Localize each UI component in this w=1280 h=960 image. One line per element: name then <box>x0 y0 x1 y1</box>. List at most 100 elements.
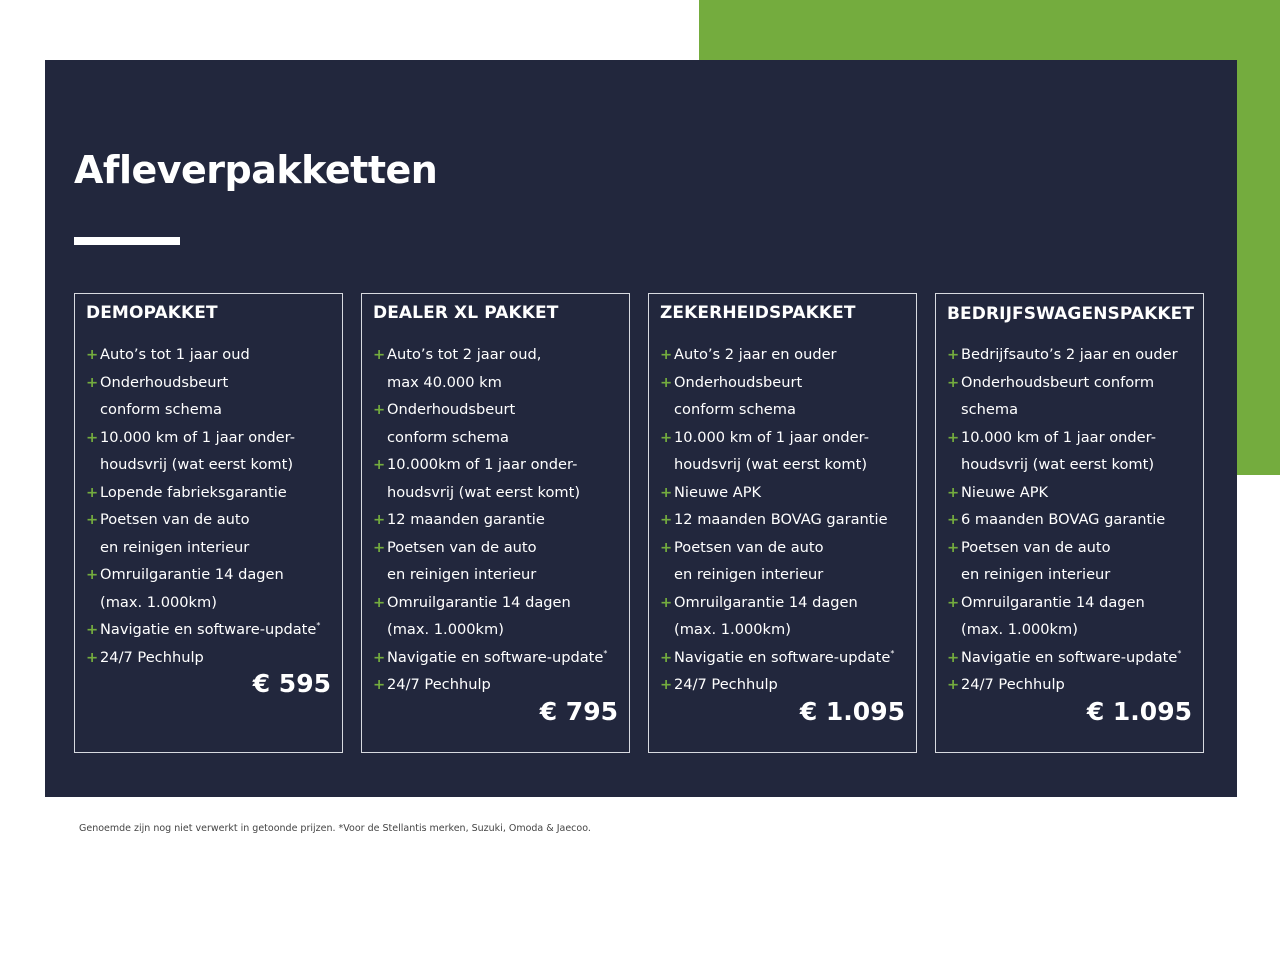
package-name: ZEKERHEIDSPAKKET <box>660 303 856 323</box>
feature-item: +24/7 Pechhulp <box>947 671 1197 699</box>
plus-icon: + <box>86 373 99 391</box>
plus-icon: + <box>947 511 960 528</box>
package-card: BEDRIJFSWAGENSPAKKET + Bedrijfsauto’s 2 ja… <box>935 293 1204 753</box>
feature-item: +24/7 Pechhulp <box>373 671 623 699</box>
plus-icon: + <box>947 593 960 611</box>
plus-icon: + <box>373 648 386 666</box>
feature-text: Poetsen van de auto en reinigen interieu… <box>674 538 824 584</box>
feature-item: + Poetsen van de auto en reinigen interie… <box>660 534 910 589</box>
feature-text: Navigatie en software-update <box>961 648 1178 666</box>
footnote: Genoemde zijn nog niet verwerkt in getoo… <box>79 823 591 834</box>
feature-item: +12 maanden garantie <box>373 506 623 534</box>
feature-text: Omruilgarantie 14 dagen (max. 1.000km) <box>100 566 284 611</box>
feature-item: +10.000 km of 1 jaar onder- houdsvrij (w… <box>660 424 910 479</box>
feature-text: Poetsen van de auto en reinigen interieu… <box>100 511 250 556</box>
feature-item: + Onderhoudsbeurt conform schema <box>86 369 336 424</box>
package-card: DEMOPAKKET + Auto’s tot 1 jaar oud + Onderho… <box>74 293 343 753</box>
plus-icon: + <box>86 621 99 638</box>
feature-item: + Onderhoudsbeurt conform schema <box>947 369 1197 424</box>
feature-item: + Omruilgarantie 14 dagen (max. 1.000km) <box>947 589 1197 644</box>
page-title: Afleverpakketten <box>74 148 438 192</box>
plus-icon: + <box>660 428 673 446</box>
feature-text: Omruilgarantie 14 dagen (max. 1.000km) <box>674 593 858 639</box>
package-price: € 1.095 <box>799 697 905 726</box>
feature-text: Navigatie en software-update <box>387 648 604 666</box>
feature-item: +10.000 km of 1 jaar onder- houdsvrij (w… <box>947 424 1197 479</box>
plus-icon: + <box>86 483 99 501</box>
plus-icon: + <box>660 648 673 666</box>
feature-item: + Omruilgarantie 14 dagen (max. 1.000km) <box>86 561 336 616</box>
feature-text: Onderhoudsbeurt conform schema <box>674 373 803 419</box>
feature-text: 24/7 Pechhulp <box>100 648 204 666</box>
feature-text: 12 maanden BOVAG garantie <box>674 511 888 528</box>
feature-text: Auto’s tot 1 jaar oud <box>100 346 250 363</box>
footnote-marker: * <box>603 648 608 658</box>
plus-icon: + <box>373 593 386 611</box>
feature-text: Onderhoudsbeurt conform schema <box>961 373 1155 419</box>
feature-item: + Auto’s tot 1 jaar oud <box>86 341 336 369</box>
feature-text: Poetsen van de auto en reinigen interieu… <box>387 538 537 584</box>
plus-icon: + <box>947 483 960 501</box>
feature-item: + Poetsen van de auto en reinigen interie… <box>947 534 1197 589</box>
feature-text: Poetsen van de auto en reinigen interieu… <box>961 538 1111 584</box>
feature-item: + Omruilgarantie 14 dagen (max. 1.000km) <box>660 589 910 644</box>
plus-icon: + <box>947 428 960 446</box>
feature-text: Nieuwe APK <box>674 483 762 501</box>
plus-icon: + <box>660 676 673 693</box>
feature-text: Onderhoudsbeurt conform schema <box>387 401 516 446</box>
feature-item: +10.000km of 1 jaar onder- houdsvrij (wa… <box>373 451 623 506</box>
feature-item: + Lopende fabrieksgarantie <box>86 479 336 507</box>
plus-icon: + <box>947 538 960 556</box>
feature-text: Navigatie en software-update <box>100 621 317 638</box>
package-card: ZEKERHEIDSPAKKET + Auto’s 2 jaar en ouder +… <box>648 293 917 753</box>
feature-item: + Poetsen van de auto en reinigen interie… <box>373 534 623 589</box>
feature-text: 10.000 km of 1 jaar onder- houdsvrij (wa… <box>961 428 1156 474</box>
plus-icon: + <box>660 373 673 391</box>
plus-icon: + <box>947 373 960 391</box>
feature-text: Bedrijfsauto’s 2 jaar en ouder <box>961 346 1178 363</box>
feature-item: + Navigatie en software-update* <box>86 616 336 644</box>
plus-icon: + <box>660 593 673 611</box>
feature-item: +12 maanden BOVAG garantie <box>660 506 910 534</box>
package-price: € 1.095 <box>1086 697 1192 726</box>
package-price: € 795 <box>539 697 618 726</box>
feature-text: 12 maanden garantie <box>387 511 545 528</box>
feature-list: + Auto’s tot 1 jaar oud + Onderhoudsbeurt c… <box>86 341 336 671</box>
plus-icon: + <box>660 538 673 556</box>
feature-text: Auto’s 2 jaar en ouder <box>674 346 837 363</box>
feature-item: + Auto’s tot 2 jaar oud, max 40.000 km <box>373 341 623 396</box>
feature-text: 6 maanden BOVAG garantie <box>961 511 1166 528</box>
plus-icon: + <box>373 676 386 693</box>
footnote-marker: * <box>1177 648 1182 658</box>
footnote-marker: * <box>316 621 321 630</box>
plus-icon: + <box>86 648 99 666</box>
feature-text: Omruilgarantie 14 dagen (max. 1.000km) <box>387 593 571 639</box>
footnote-marker: * <box>890 648 895 658</box>
package-price: € 595 <box>252 669 331 698</box>
feature-item: + Onderhoudsbeurt conform schema <box>660 369 910 424</box>
title-underline <box>74 237 180 245</box>
feature-item: + Nieuwe APK <box>947 479 1197 507</box>
package-card: DEALER XL PAKKET + Auto’s tot 2 jaar oud, … <box>361 293 630 753</box>
plus-icon: + <box>373 538 386 556</box>
feature-list: + Auto’s 2 jaar en ouder + Onderhoudsbeurt … <box>660 341 910 699</box>
feature-text: Omruilgarantie 14 dagen (max. 1.000km) <box>961 593 1145 639</box>
feature-list: + Auto’s tot 2 jaar oud, max 40.000 km + On… <box>373 341 623 699</box>
feature-item: + Poetsen van de auto en reinigen interie… <box>86 506 336 561</box>
package-name: DEALER XL PAKKET <box>373 303 559 323</box>
feature-text: 24/7 Pechhulp <box>387 676 491 693</box>
feature-item: + Auto’s 2 jaar en ouder <box>660 341 910 369</box>
plus-icon: + <box>373 456 386 473</box>
feature-text: 24/7 Pechhulp <box>961 676 1065 693</box>
plus-icon: + <box>86 346 99 363</box>
feature-text: 10.000 km of 1 jaar onder- houdsvrij (wa… <box>100 428 295 474</box>
feature-item: +6 maanden BOVAG garantie <box>947 506 1197 534</box>
feature-text: Lopende fabrieksgarantie <box>100 483 287 501</box>
plus-icon: + <box>373 401 386 418</box>
packages-panel: Afleverpakketten DEMOPAKKET + Auto’s tot 1… <box>45 60 1237 797</box>
plus-icon: + <box>86 511 99 528</box>
feature-text: 10.000km of 1 jaar onder- houdsvrij (wat… <box>387 456 581 501</box>
feature-item: + Nieuwe APK <box>660 479 910 507</box>
package-name: BEDRIJFSWAGENSPAKKET <box>947 304 1195 324</box>
feature-item: + Navigatie en software-update* <box>660 644 910 672</box>
